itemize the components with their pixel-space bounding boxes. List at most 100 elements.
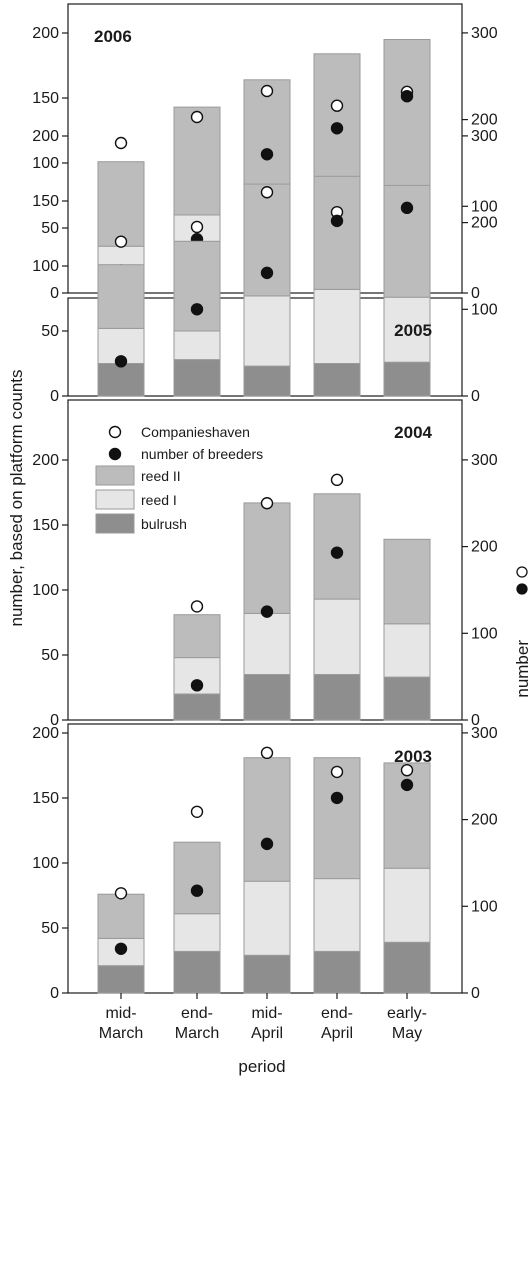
left-tick-label: 100: [32, 582, 59, 599]
point-breeders: [400, 89, 414, 103]
left-tick-label: 150: [32, 790, 59, 807]
left-tick-label: 50: [41, 220, 59, 237]
point-companieshaven: [330, 473, 344, 487]
point-breeders: [190, 884, 204, 897]
bar-bulrush: [313, 363, 361, 397]
left-tick-label: 150: [32, 517, 59, 534]
x-tick-label: mid-: [105, 1005, 136, 1022]
left-tick-label: 0: [50, 388, 59, 405]
point-companieshaven: [190, 110, 204, 124]
bar-reed-i: [243, 880, 291, 956]
right-tick-label: 200: [471, 112, 498, 129]
left-tick-label: 150: [32, 193, 59, 210]
bar-bulrush: [97, 363, 145, 397]
bar-reed-ii: [383, 762, 431, 869]
bar-bulrush: [173, 359, 221, 397]
point-breeders: [260, 148, 274, 161]
point-breeders: [190, 303, 204, 316]
bar-reed-ii: [383, 39, 431, 195]
bar-bulrush: [97, 965, 145, 994]
x-tick-label: March: [175, 1025, 219, 1042]
legend-label: number of breeders: [141, 446, 263, 462]
bar-reed-i: [383, 623, 431, 678]
bar-reed-i: [313, 878, 361, 952]
left-tick-label: 200: [32, 725, 59, 742]
bar-bulrush: [313, 674, 361, 721]
bar-reed-ii: [97, 264, 145, 329]
point-breeders: [400, 201, 414, 215]
bar-reed-ii: [243, 757, 291, 882]
right-tick-label: 0: [471, 285, 480, 302]
x-tick-label: May: [392, 1025, 422, 1042]
left-tick-label: 50: [41, 323, 59, 340]
legend-label: reed I: [141, 492, 177, 508]
right-tick-label: 0: [471, 388, 480, 405]
y-axis-title-right: number: [513, 640, 531, 698]
right-tick-label: 0: [471, 985, 480, 1002]
left-tick-label: 0: [50, 285, 59, 302]
bar-reed-ii: [173, 106, 221, 216]
bar-bulrush: [243, 954, 291, 994]
bar-reed-ii: [173, 614, 221, 659]
right-tick-label: 200: [471, 539, 498, 556]
x-tick-label: early-: [387, 1005, 427, 1022]
bar-reed-ii: [243, 79, 291, 198]
point-breeders: [114, 942, 128, 955]
right-tick-label: 100: [471, 301, 498, 318]
bar-reed-ii: [313, 53, 361, 186]
left-tick-label: 100: [32, 155, 59, 172]
bar-reed-i: [243, 612, 291, 676]
point-companieshaven: [260, 746, 274, 760]
point-breeders: [260, 837, 274, 851]
point-companieshaven: [114, 235, 128, 248]
bar-reed-i: [173, 913, 221, 952]
point-breeders: [114, 355, 128, 368]
x-tick-label: March: [99, 1025, 143, 1042]
point-breeders: [260, 605, 274, 618]
right-axis-filled-circle-marker: [516, 583, 528, 595]
bar-reed-i: [313, 288, 361, 364]
point-breeders: [400, 778, 414, 792]
bar-reed-ii: [97, 161, 145, 247]
bar-bulrush: [243, 674, 291, 721]
left-tick-label: 100: [32, 258, 59, 275]
bar-reed-i: [383, 296, 431, 363]
point-breeders: [330, 214, 344, 228]
bar-reed-ii: [313, 493, 361, 600]
right-tick-label: 300: [471, 25, 498, 42]
panel-2003: 0 50 100 150 200 0 100 200 300 2003: [32, 723, 498, 1002]
bar-bulrush: [173, 693, 221, 721]
point-breeders: [190, 679, 204, 692]
bar-reed-i: [313, 598, 361, 675]
point-companieshaven: [260, 497, 274, 510]
point-companieshaven: [330, 99, 344, 112]
left-tick-label: 100: [32, 855, 59, 872]
panel-2004: 0 50 100 150 200 0 100 200 300 2004: [32, 399, 498, 729]
x-tick-label: end-: [181, 1005, 213, 1022]
point-companieshaven: [400, 763, 414, 777]
panel-title: 2003: [394, 747, 432, 766]
legend-label: Companieshaven: [141, 424, 250, 440]
legend-open-circle-marker: [108, 425, 122, 439]
bar-reed-ii: [243, 502, 291, 614]
bar-bulrush: [173, 950, 221, 994]
legend-swatch: [95, 465, 135, 486]
legend-label: bulrush: [141, 516, 187, 532]
point-breeders: [330, 122, 344, 135]
point-breeders: [330, 791, 344, 805]
right-tick-label: 300: [471, 452, 498, 469]
point-companieshaven: [260, 84, 274, 98]
left-tick-label: 0: [50, 985, 59, 1002]
right-axis-open-circle-marker: [516, 566, 528, 578]
right-tick-label: 100: [471, 625, 498, 642]
x-tick-label: end-: [321, 1005, 353, 1022]
bar-reed-ii: [97, 893, 145, 939]
y-axis-title-left: number, based on platform counts: [7, 369, 26, 626]
left-tick-label: 200: [32, 128, 59, 145]
bar-reed-ii: [243, 183, 291, 297]
legend-swatch: [95, 489, 135, 510]
point-breeders: [330, 546, 344, 559]
x-axis-title: period: [238, 1057, 285, 1076]
left-tick-label: 50: [41, 647, 59, 664]
